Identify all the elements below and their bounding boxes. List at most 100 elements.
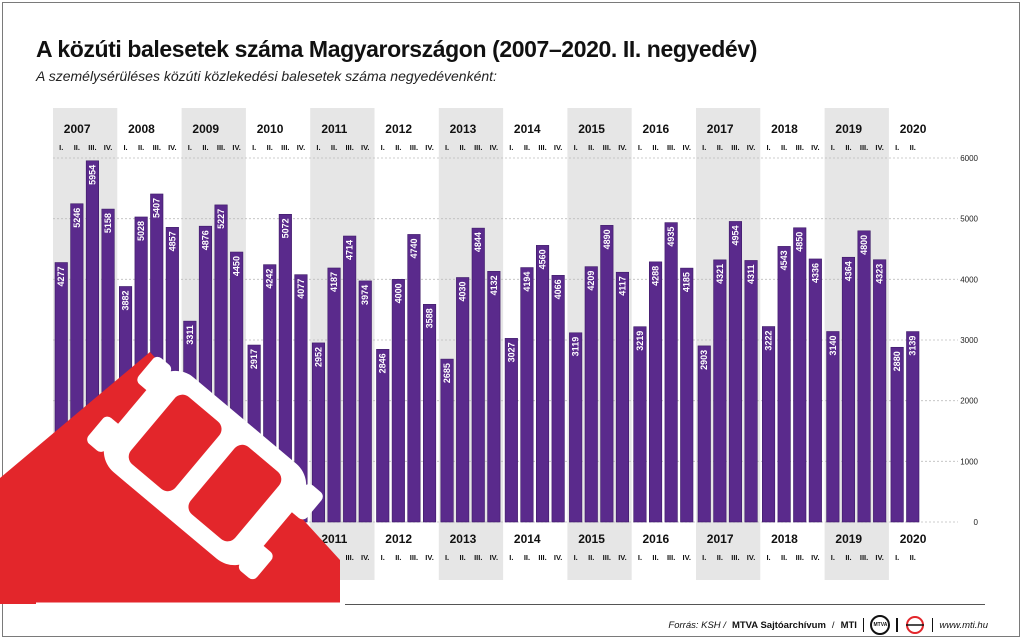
quarter-label: III. [88, 143, 96, 152]
quarter-label: I. [574, 143, 578, 152]
data-label: 5227 [216, 209, 226, 229]
year-label: 2014 [514, 532, 541, 546]
bar [808, 258, 822, 523]
data-label: 4954 [730, 225, 740, 245]
data-label: 4321 [715, 264, 725, 284]
quarter-label: I. [381, 553, 385, 562]
quarter-label: IV. [425, 143, 433, 152]
quarter-label: I. [381, 143, 385, 152]
bar [456, 277, 470, 523]
bar [487, 271, 501, 523]
quarter-label: III. [410, 143, 418, 152]
data-label: 3140 [828, 336, 838, 356]
quarter-label: IV. [875, 553, 883, 562]
y-tick-label: 0 [974, 518, 979, 527]
source-text: Forrás: KSH / [668, 619, 726, 631]
bars [54, 160, 920, 523]
data-label: 4800 [859, 235, 869, 255]
quarter-label: I. [702, 553, 706, 562]
year-label: 2011 [321, 122, 347, 136]
data-label: 4336 [810, 263, 820, 283]
quarter-label: IV. [683, 553, 691, 562]
quarter-label: IV. [554, 143, 562, 152]
year-label: 2012 [385, 122, 412, 136]
year-label: 2017 [707, 532, 734, 546]
data-label: 4077 [296, 279, 306, 299]
year-label: 2013 [450, 122, 477, 136]
quarter-label: I. [895, 553, 899, 562]
quarter-label: III. [796, 553, 804, 562]
data-label: 5407 [152, 198, 162, 218]
data-label: 4288 [651, 266, 661, 286]
quarter-label: III. [667, 143, 675, 152]
quarter-label: III. [538, 143, 546, 152]
quarter-label: II. [717, 143, 723, 152]
bar [615, 271, 630, 523]
separator-text: / [831, 619, 835, 631]
year-label: 2018 [771, 122, 798, 136]
bar [744, 260, 758, 523]
quarter-label: IV. [683, 143, 691, 152]
bar [857, 230, 871, 523]
data-label: 3974 [360, 285, 370, 305]
quarter-label: III. [731, 143, 739, 152]
quarter-label: III. [860, 553, 868, 562]
data-label: 4740 [409, 238, 419, 258]
year-label: 2017 [707, 122, 734, 136]
quarter-label: IV. [875, 143, 883, 152]
data-label: 4935 [666, 227, 676, 247]
year-label: 2020 [900, 532, 927, 546]
quarter-label: IV. [811, 143, 819, 152]
quarter-label: II. [331, 143, 337, 152]
data-label: 5028 [136, 221, 146, 241]
quarter-label: II. [781, 143, 787, 152]
bar [890, 346, 904, 523]
data-label: 4030 [458, 282, 468, 302]
bar [713, 259, 727, 523]
y-tick-label: 1000 [960, 457, 978, 466]
quarter-label: IV. [361, 143, 369, 152]
quarter-label: II. [588, 143, 594, 152]
data-label: 4242 [265, 269, 275, 289]
quarter-label: II. [524, 553, 530, 562]
chart-subtitle: A személysérüléses közúti közlekedési ba… [36, 68, 497, 84]
quarter-label: I. [316, 143, 320, 152]
bar [358, 280, 372, 523]
bar [697, 345, 711, 523]
quarter-label: II. [588, 553, 594, 562]
quarter-label: III. [410, 553, 418, 562]
quarter-label: I. [766, 143, 770, 152]
quarter-label: III. [603, 553, 611, 562]
quarter-label: III. [345, 143, 353, 152]
data-label: 2903 [699, 350, 709, 370]
data-label: 3139 [908, 336, 918, 356]
overturned-car-icon [0, 352, 340, 606]
quarter-label: III. [603, 143, 611, 152]
mti-logo-icon [905, 616, 924, 634]
data-label: 4323 [875, 264, 885, 284]
data-label: 2685 [442, 363, 452, 383]
quarter-label: IV. [490, 553, 498, 562]
quarter-label: III. [667, 553, 675, 562]
bar [376, 349, 390, 523]
bar [584, 266, 598, 523]
year-label: 2015 [578, 532, 605, 546]
mtva-logo-text: MTVA [873, 622, 888, 628]
quarter-label: I. [638, 143, 642, 152]
y-tick-label: 2000 [960, 397, 978, 406]
quarter-label: IV. [361, 553, 369, 562]
data-label: 4364 [843, 261, 853, 281]
bar [728, 221, 743, 523]
data-label: 5072 [280, 218, 290, 238]
quarter-label: III. [474, 553, 482, 562]
quarter-label: II. [717, 553, 723, 562]
data-label: 4844 [473, 232, 483, 252]
year-label: 2011 [321, 532, 347, 546]
year-label: 2019 [835, 532, 862, 546]
y-tick-label: 3000 [960, 336, 978, 345]
data-label: 2880 [892, 351, 902, 371]
data-labels: 4277 5246 5954 5158 3882 5028 5407 4857 3311 4876… [56, 165, 918, 383]
data-label: 4277 [56, 267, 66, 287]
data-label: 4850 [795, 232, 805, 252]
quarter-label: III. [153, 143, 161, 152]
